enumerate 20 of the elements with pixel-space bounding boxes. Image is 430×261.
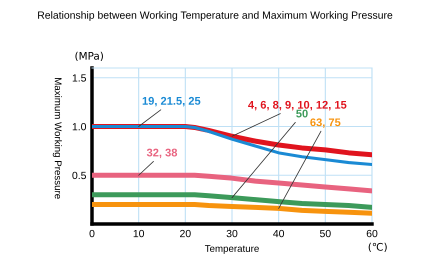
x-axis-title: Temperature (204, 245, 259, 254)
y-tick-label: 1.5 (72, 74, 86, 82)
x-tick-label: 30 (226, 230, 238, 238)
series-label: 32, 38 (146, 148, 178, 158)
x-tick-label: 60 (366, 230, 378, 238)
series-label: 19, 21.5, 25 (142, 96, 200, 106)
text: (℃) (368, 242, 387, 252)
text: 63, 75 (310, 118, 340, 128)
x-tick-label: 0 (90, 230, 94, 238)
x-tick-label: 20 (180, 230, 191, 238)
chart-title: Relationship between Working Temperature and Maximum Working Pressure (38, 11, 392, 21)
x-tick-label: 50 (320, 230, 331, 238)
text: 4, 6, 8, 9, 10, 12, 15 (248, 100, 346, 110)
y-axis-title: Maximum Working Pressure (52, 78, 62, 199)
y-tick-label: 1.0 (72, 123, 86, 130)
x-tick-label: 10 (134, 230, 144, 238)
text: 50 (296, 110, 308, 118)
text: (MPa) (75, 52, 103, 61)
x-tick-label: 40 (273, 230, 284, 238)
y-tick-label: 0.5 (72, 172, 86, 180)
